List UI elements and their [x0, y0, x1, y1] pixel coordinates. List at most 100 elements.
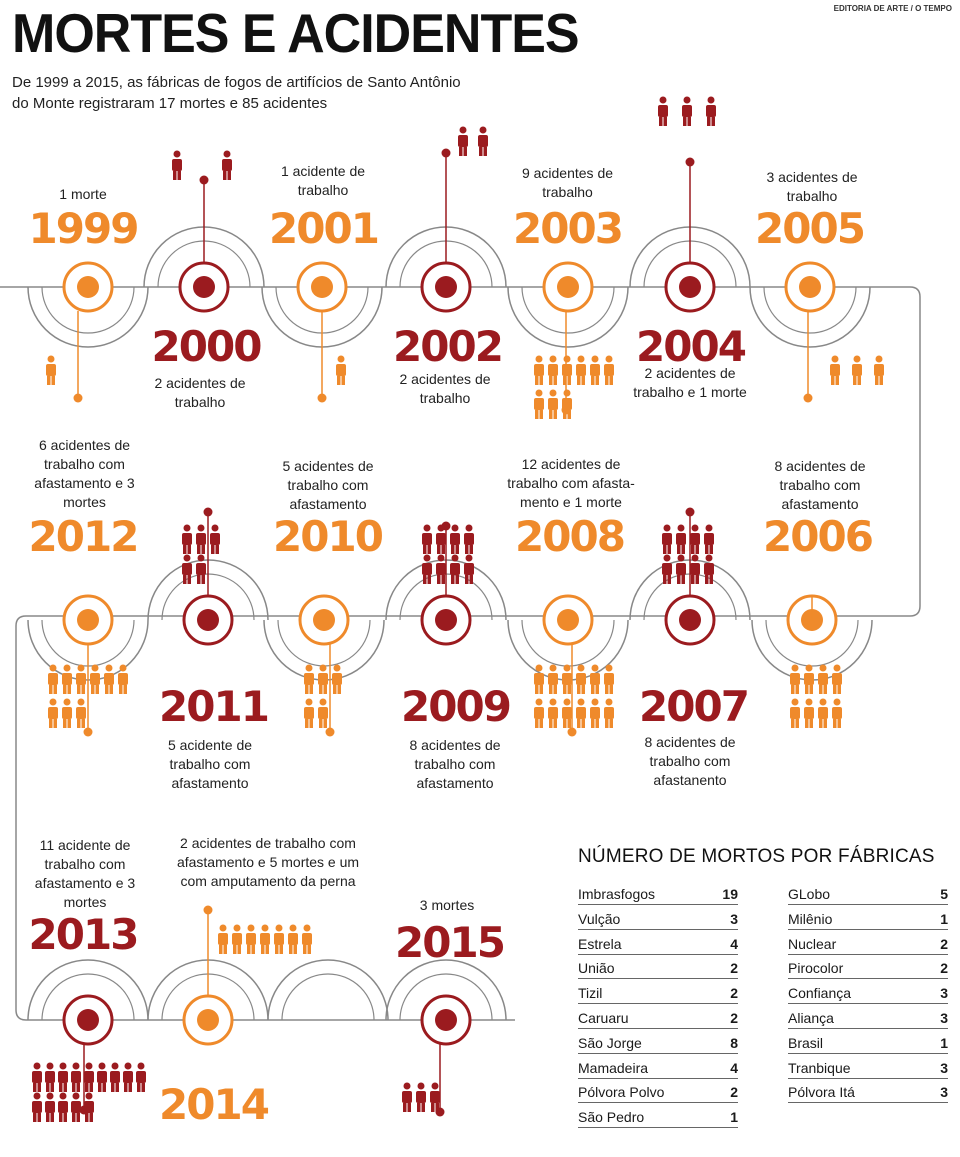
person-2014-5-head — [289, 924, 297, 932]
person-2010-0-leg-l — [305, 685, 309, 694]
person-2001-0-leg-l — [337, 376, 341, 385]
person-2015-1-body — [416, 1091, 426, 1103]
person-2012-3-body — [90, 673, 100, 685]
person-2013-9-leg-l — [33, 1113, 37, 1122]
person-2001-0-body — [336, 364, 346, 376]
arc-2005 — [749, 286, 871, 348]
person-2009-1-leg-r — [441, 545, 445, 554]
person-2008-4-leg-l — [591, 685, 595, 694]
person-2012-5-head — [119, 664, 127, 672]
person-2008-5-leg-r — [609, 685, 613, 694]
person-2008-7-leg-r — [553, 719, 557, 728]
person-2010-4-leg-l — [319, 719, 323, 728]
person-2006-6-leg-r — [823, 719, 827, 728]
person-2012-2-body — [76, 673, 86, 685]
person-2011-3-leg-r — [187, 575, 191, 584]
person-2011-0-body — [182, 533, 192, 545]
person-2007-4-leg-l — [663, 575, 667, 584]
person-2012-7-body — [62, 707, 72, 719]
person-2000-1-leg-r — [227, 171, 231, 180]
person-2013-6-leg-r — [115, 1083, 119, 1092]
year-description-2014: 2 acidentes de trabalho com afastamento … — [176, 835, 360, 889]
person-2006-3-leg-r — [837, 685, 841, 694]
person-2012-4-head — [105, 664, 113, 672]
person-2006-0-leg-r — [795, 685, 799, 694]
person-2013-7-leg-r — [128, 1083, 132, 1092]
person-2012-8-body — [76, 707, 86, 719]
person-2008-10-head — [591, 698, 599, 706]
person-2003-3-leg-r — [581, 376, 585, 385]
person-2008-1-head — [549, 664, 557, 672]
table-row: São Pedro 1 — [578, 1103, 738, 1129]
person-2013-11-leg-l — [59, 1113, 63, 1122]
year-label-2002: 2002 — [393, 322, 504, 371]
person-2003-0-body — [534, 364, 544, 376]
person-2014-2-leg-l — [247, 945, 251, 954]
person-2012-1-body — [62, 673, 72, 685]
target-dot-2011 — [197, 609, 219, 631]
person-2012-3-leg-r — [95, 685, 99, 694]
table-row: Tranbique 3 — [788, 1054, 948, 1079]
target-dot-2002 — [435, 276, 457, 298]
person-2015-0-leg-r — [407, 1103, 411, 1112]
target-dot-2005 — [799, 276, 821, 298]
person-2008-9-leg-r — [581, 719, 585, 728]
person-2013-7-head — [124, 1062, 132, 1070]
person-2013-11-body — [58, 1101, 68, 1113]
death-count: 2 — [940, 935, 948, 952]
person-2012-6-head — [49, 698, 57, 706]
person-2008-9-body — [576, 707, 586, 719]
person-2006-4-head — [791, 698, 799, 706]
person-2013-1-head — [46, 1062, 54, 1070]
year-description-2011: 5 acidente de trabalho com afastamento — [167, 737, 253, 791]
person-2008-6-leg-r — [539, 719, 543, 728]
person-2011-1-leg-l — [197, 545, 201, 554]
person-2011-1-body — [196, 533, 206, 545]
person-2008-3-leg-r — [581, 685, 585, 694]
person-2010-3-leg-l — [305, 719, 309, 728]
person-2012-1-leg-r — [67, 685, 71, 694]
person-2009-5-head — [437, 554, 445, 562]
page-title: MORTES E ACIDENTES — [12, 3, 580, 65]
person-2015-0-head — [403, 1082, 411, 1090]
target-dot-2014 — [197, 1009, 219, 1031]
person-2009-0-head — [423, 524, 431, 532]
icons-2004-stem-dot — [685, 157, 695, 167]
year-description-2007: 8 acidentes de trabalho com afastanento — [644, 734, 736, 788]
person-2012-5-leg-l — [119, 685, 123, 694]
person-2013-5-leg-l — [98, 1083, 102, 1092]
person-2012-1-head — [63, 664, 71, 672]
arc-2006-inner — [765, 619, 859, 667]
person-2003-2-head — [563, 355, 571, 363]
year-label-2000: 2000 — [151, 322, 263, 371]
person-2010-0-body — [304, 673, 314, 685]
person-2011-4-leg-r — [201, 575, 205, 584]
person-2003-7-leg-r — [553, 410, 557, 419]
person-2010-4-body — [318, 707, 328, 719]
person-2008-10-leg-l — [591, 719, 595, 728]
person-2010-1-body — [318, 673, 328, 685]
person-2006-4-leg-l — [791, 719, 795, 728]
death-count: 1 — [730, 1109, 738, 1126]
person-2014-1-head — [233, 924, 241, 932]
person-2013-0-leg-r — [37, 1083, 41, 1092]
person-2008-4-head — [591, 664, 599, 672]
person-2013-13-leg-r — [89, 1113, 93, 1122]
person-2004-1-head — [683, 96, 691, 104]
person-2008-2-head — [563, 664, 571, 672]
person-2009-7-leg-r — [469, 575, 473, 584]
person-2010-4-head — [319, 698, 327, 706]
person-2007-2-head — [691, 524, 699, 532]
year-label-2014: 2014 — [159, 1080, 270, 1129]
person-2013-7-body — [123, 1071, 133, 1083]
person-2009-6-body — [450, 563, 460, 575]
person-2013-1-leg-r — [50, 1083, 54, 1092]
person-2003-8-head — [563, 389, 571, 397]
person-2007-6-body — [690, 563, 700, 575]
person-2013-8-body — [136, 1071, 146, 1083]
person-2012-5-leg-r — [123, 685, 127, 694]
icons-2007-stem-dot — [685, 507, 695, 517]
person-2006-7-leg-r — [837, 719, 841, 728]
death-count: 19 — [722, 886, 738, 902]
arc-2015-inner — [399, 973, 493, 1021]
